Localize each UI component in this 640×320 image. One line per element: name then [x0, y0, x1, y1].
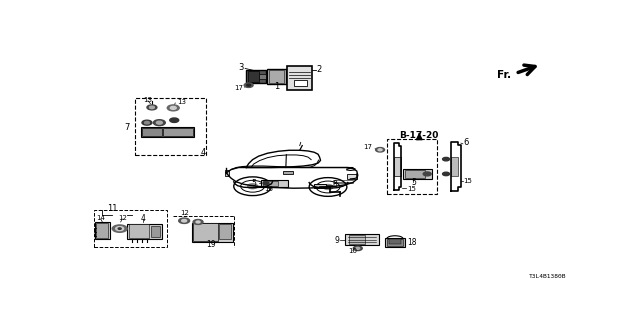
- Circle shape: [112, 225, 127, 232]
- Text: 4: 4: [200, 148, 205, 157]
- Bar: [191, 223, 233, 242]
- Circle shape: [443, 172, 449, 176]
- Text: 5: 5: [252, 179, 257, 188]
- Circle shape: [378, 149, 382, 151]
- Text: 4: 4: [141, 214, 146, 223]
- Text: 17: 17: [235, 85, 244, 91]
- Circle shape: [423, 172, 431, 176]
- Text: 11: 11: [107, 204, 118, 213]
- Bar: [141, 127, 194, 137]
- Circle shape: [248, 184, 257, 189]
- Bar: [193, 223, 218, 241]
- Bar: [387, 239, 403, 246]
- Circle shape: [244, 83, 253, 87]
- Bar: [385, 238, 405, 247]
- Bar: [268, 69, 286, 84]
- Text: 15: 15: [463, 178, 472, 184]
- Bar: [314, 184, 326, 188]
- Bar: [346, 234, 379, 245]
- Bar: [151, 226, 161, 237]
- Bar: [219, 224, 231, 239]
- Text: 12: 12: [118, 215, 127, 221]
- Bar: [287, 66, 312, 90]
- Bar: [394, 157, 401, 176]
- Text: 15: 15: [408, 186, 416, 192]
- Circle shape: [182, 220, 187, 222]
- Bar: [134, 98, 207, 156]
- Text: 7: 7: [124, 123, 129, 132]
- Text: T3L4B1380B: T3L4B1380B: [529, 274, 566, 279]
- Circle shape: [167, 105, 179, 111]
- Bar: [388, 239, 401, 244]
- Bar: [246, 70, 266, 83]
- Circle shape: [323, 185, 333, 189]
- Circle shape: [353, 246, 362, 251]
- Circle shape: [156, 121, 163, 124]
- Circle shape: [246, 84, 251, 86]
- Bar: [451, 157, 458, 176]
- Bar: [262, 181, 278, 186]
- Bar: [348, 174, 356, 179]
- Circle shape: [118, 228, 121, 229]
- Circle shape: [193, 220, 203, 224]
- Bar: [127, 224, 162, 239]
- Circle shape: [179, 218, 189, 223]
- Bar: [94, 210, 167, 247]
- Bar: [129, 224, 150, 238]
- Text: 5: 5: [411, 178, 416, 187]
- Text: 9: 9: [335, 236, 339, 245]
- Bar: [225, 170, 229, 176]
- Circle shape: [376, 148, 385, 152]
- Text: 17: 17: [364, 144, 372, 150]
- Circle shape: [147, 105, 157, 110]
- Text: 6: 6: [463, 138, 468, 147]
- Circle shape: [154, 120, 165, 126]
- Text: 13: 13: [143, 97, 152, 103]
- Bar: [261, 180, 288, 187]
- Text: 14: 14: [97, 215, 105, 221]
- Text: 3: 3: [239, 63, 244, 72]
- Circle shape: [170, 118, 179, 123]
- Text: 13: 13: [177, 100, 186, 106]
- Text: 10: 10: [348, 248, 357, 254]
- Bar: [142, 128, 162, 136]
- Bar: [259, 74, 266, 79]
- Bar: [403, 169, 432, 179]
- Bar: [284, 172, 293, 174]
- Bar: [349, 235, 365, 244]
- Bar: [97, 223, 108, 238]
- Circle shape: [116, 227, 124, 231]
- Circle shape: [263, 182, 269, 185]
- Bar: [387, 140, 437, 194]
- Bar: [405, 170, 425, 178]
- Bar: [269, 70, 284, 83]
- Text: Fr.: Fr.: [497, 70, 511, 80]
- Text: B-17-20: B-17-20: [399, 131, 439, 140]
- Text: 1: 1: [274, 82, 279, 91]
- Bar: [294, 80, 307, 86]
- Bar: [95, 222, 110, 239]
- Text: 8: 8: [333, 180, 338, 189]
- Text: 2: 2: [316, 65, 321, 75]
- Text: 16: 16: [264, 186, 273, 192]
- Circle shape: [142, 120, 152, 125]
- Bar: [163, 128, 193, 136]
- Text: 12: 12: [180, 210, 189, 216]
- Circle shape: [150, 106, 154, 108]
- Circle shape: [196, 221, 200, 223]
- Circle shape: [356, 247, 360, 249]
- Circle shape: [170, 107, 176, 109]
- Bar: [248, 71, 259, 82]
- Circle shape: [145, 121, 150, 124]
- Text: 19: 19: [207, 240, 216, 249]
- Circle shape: [443, 157, 449, 161]
- Text: 18: 18: [408, 238, 417, 247]
